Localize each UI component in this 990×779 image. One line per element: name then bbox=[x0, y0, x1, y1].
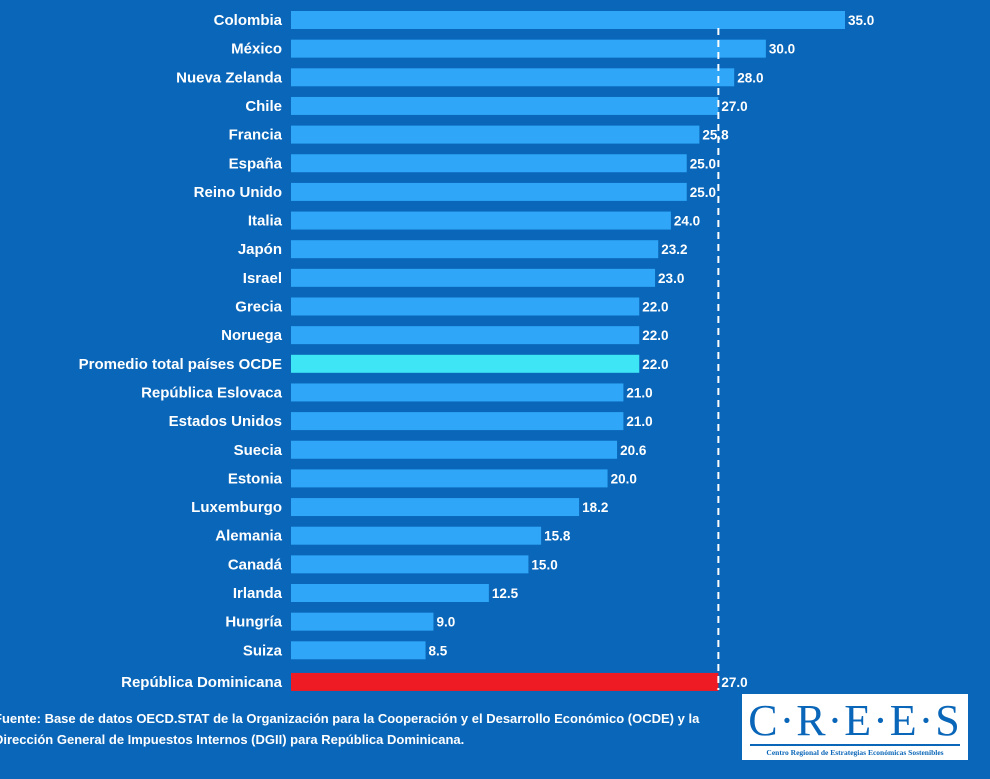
bar-chile bbox=[291, 96, 719, 115]
bar-japon bbox=[291, 240, 659, 259]
bar-republica-eslovaca bbox=[291, 383, 624, 402]
bar-republica-dominicana bbox=[291, 672, 719, 691]
value-label-francia: 25.8 bbox=[702, 128, 729, 143]
category-label-reino-unido: Reino Unido bbox=[194, 184, 282, 201]
category-label-grecia: Grecia bbox=[235, 299, 282, 316]
logo-divider bbox=[750, 744, 960, 746]
value-label-republica-dominicana: 27.0 bbox=[721, 675, 747, 690]
bar-grecia bbox=[291, 297, 640, 316]
category-label-italia: Italia bbox=[248, 213, 283, 230]
bar-italia bbox=[291, 211, 671, 230]
value-label-colombia: 35.0 bbox=[848, 13, 874, 28]
value-label-estados-unidos: 21.0 bbox=[626, 414, 652, 429]
category-label-irlanda: Irlanda bbox=[233, 585, 283, 602]
bar-canada bbox=[291, 555, 529, 574]
value-label-japon: 23.2 bbox=[661, 242, 687, 257]
value-label-chile: 27.0 bbox=[721, 99, 747, 114]
bar-estados-unidos bbox=[291, 412, 624, 431]
bar-reino-unido bbox=[291, 182, 687, 201]
category-label-israel: Israel bbox=[243, 270, 282, 287]
category-label-republica-eslovaca: República Eslovaca bbox=[141, 384, 283, 401]
category-label-suiza: Suiza bbox=[243, 642, 283, 659]
category-label-estados-unidos: Estados Unidos bbox=[169, 413, 282, 430]
value-label-grecia: 22.0 bbox=[642, 300, 668, 315]
category-label-japon: Japón bbox=[238, 241, 282, 258]
logo-subtitle: Centro Regional de Estrategias Económica… bbox=[766, 748, 944, 757]
bar-suiza bbox=[291, 641, 426, 660]
bar-alemania bbox=[291, 526, 542, 545]
category-label-francia: Francia bbox=[229, 127, 283, 144]
bar-chart: Colombia 35.0 México 30.0 Nueva Zelanda 28.0 C… bbox=[79, 11, 874, 691]
value-label-mexico: 30.0 bbox=[769, 42, 795, 57]
category-label-luxemburgo: Luxemburgo bbox=[191, 499, 282, 516]
category-label-alemania: Alemania bbox=[215, 528, 282, 545]
category-label-mexico: México bbox=[231, 41, 282, 58]
bar-estonia bbox=[291, 469, 608, 488]
logo-wordmark: C·R·E·E·S bbox=[748, 696, 962, 745]
bar-suecia bbox=[291, 440, 618, 459]
bar-colombia bbox=[291, 11, 845, 29]
value-label-nueva-zelanda: 28.0 bbox=[737, 70, 763, 85]
value-label-hungria: 9.0 bbox=[436, 615, 455, 630]
bar-francia bbox=[291, 125, 700, 144]
category-label-estonia: Estonia bbox=[228, 470, 283, 487]
category-label-chile: Chile bbox=[245, 98, 282, 115]
category-label-espana: España bbox=[229, 155, 283, 172]
category-label-suecia: Suecia bbox=[234, 442, 283, 459]
value-label-irlanda: 12.5 bbox=[492, 586, 519, 601]
category-label-nueva-zelanda: Nueva Zelanda bbox=[176, 69, 283, 86]
bar-nueva-zelanda bbox=[291, 68, 735, 87]
bar-espana bbox=[291, 154, 687, 173]
bar-noruega bbox=[291, 326, 640, 345]
category-label-colombia: Colombia bbox=[214, 12, 283, 29]
value-label-israel: 23.0 bbox=[658, 271, 684, 286]
value-label-italia: 24.0 bbox=[674, 214, 700, 229]
source-note: Fuente: Base de datos OECD.STAT de la Or… bbox=[0, 708, 714, 750]
value-label-noruega: 22.0 bbox=[642, 328, 668, 343]
value-label-republica-eslovaca: 21.0 bbox=[626, 385, 652, 400]
bar-hungria bbox=[291, 612, 434, 631]
bar-promedio-total-paises-ocde bbox=[291, 354, 640, 373]
category-label-promedio-total-paises-ocde: Promedio total países OCDE bbox=[79, 356, 282, 373]
source-text: Base de datos OECD.STAT de la Organizaci… bbox=[0, 711, 700, 747]
value-label-suiza: 8.5 bbox=[429, 643, 448, 658]
source-label: Fuente: bbox=[0, 711, 41, 726]
category-label-noruega: Noruega bbox=[221, 327, 283, 344]
value-label-luxemburgo: 18.2 bbox=[582, 500, 608, 515]
bar-israel bbox=[291, 268, 656, 287]
category-label-republica-dominicana: República Dominicana bbox=[121, 674, 283, 691]
value-label-alemania: 15.8 bbox=[544, 529, 571, 544]
crees-logo: C·R·E·E·S Centro Regional de Estrategias… bbox=[742, 694, 968, 760]
value-label-estonia: 20.0 bbox=[611, 471, 637, 486]
value-label-espana: 25.0 bbox=[690, 156, 716, 171]
category-label-canada: Canadá bbox=[228, 556, 283, 573]
category-label-hungria: Hungría bbox=[225, 614, 282, 631]
bar-mexico bbox=[291, 39, 766, 58]
bar-irlanda bbox=[291, 584, 489, 602]
value-label-promedio-total-paises-ocde: 22.0 bbox=[642, 357, 668, 372]
value-label-canada: 15.0 bbox=[531, 557, 557, 572]
value-label-suecia: 20.6 bbox=[620, 443, 647, 458]
bar-luxemburgo bbox=[291, 498, 580, 517]
value-label-reino-unido: 25.0 bbox=[690, 185, 716, 200]
